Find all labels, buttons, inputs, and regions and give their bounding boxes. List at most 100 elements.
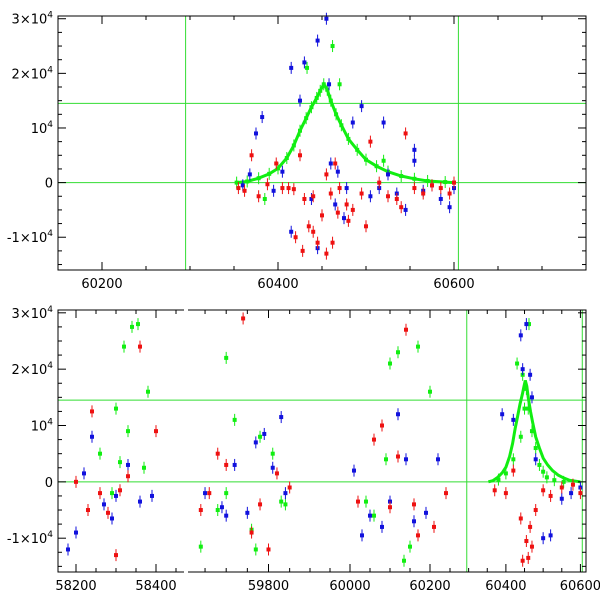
data-point-blue [102, 502, 106, 507]
data-point-blue [386, 172, 390, 177]
data-point-red [330, 240, 335, 245]
data-point-blue [66, 547, 70, 552]
data-point-red [236, 186, 241, 191]
data-point-blue [247, 172, 252, 177]
axis-break-bottom [184, 571, 188, 574]
data-point-green [198, 544, 203, 549]
model-curve [488, 380, 581, 484]
data-point-blue [569, 491, 574, 496]
data-point-blue [412, 519, 416, 524]
data-point-blue [412, 147, 417, 152]
data-point-blue [271, 188, 276, 193]
data-point-red [559, 485, 564, 490]
data-point-green [224, 355, 229, 360]
data-point-red [492, 488, 497, 493]
data-point-blue [342, 216, 346, 221]
data-point-blue [359, 104, 364, 109]
data-point-blue [279, 415, 284, 420]
data-point-red [114, 553, 118, 558]
data-point-red [503, 491, 508, 496]
data-point-blue [528, 372, 533, 377]
bottom-panel: -1×104 0 104 2×104 3×104 58200 58400 59800 60000… [7, 305, 600, 594]
y-tick-label: 0 [45, 177, 53, 192]
data-point-blue [283, 491, 288, 496]
data-point-red [242, 188, 247, 193]
data-point-blue [114, 493, 118, 498]
data-point-blue [110, 516, 114, 521]
data-point-red [324, 251, 329, 256]
data-point-green [503, 471, 508, 476]
data-point-red [249, 153, 254, 158]
data-point-blue [412, 158, 417, 163]
data-point-green [399, 174, 404, 179]
data-point-green [522, 406, 527, 411]
data-point-red [241, 316, 246, 321]
y-tick-label: 104 [31, 120, 54, 137]
data-point-green [314, 95, 319, 100]
data-point-red [444, 491, 448, 496]
y-tick-label: 2×104 [12, 65, 54, 82]
data-point-red [328, 191, 333, 196]
data-point-green [270, 451, 275, 456]
data-point-green [541, 469, 546, 474]
data-point-red [249, 530, 254, 535]
data-point-blue [559, 496, 564, 501]
x-tick-label: 59800 [248, 579, 289, 594]
data-point-green [321, 82, 326, 87]
data-point-blue [309, 196, 314, 201]
data-point-red [258, 502, 263, 507]
data-point-red [106, 510, 110, 515]
data-point-blue [90, 434, 94, 439]
data-point-blue [350, 120, 355, 125]
data-point-blue [335, 169, 340, 174]
data-point-red [520, 558, 525, 563]
data-point-red [524, 539, 529, 544]
data-point-red [118, 488, 122, 493]
data-point-red [529, 544, 534, 549]
data-point-red [215, 451, 220, 456]
data-point-red [394, 196, 399, 201]
data-point-green [232, 417, 237, 422]
data-point-red [526, 555, 531, 560]
data-point-blue [344, 186, 349, 191]
data-point-green [130, 324, 134, 329]
data-point-red [280, 186, 285, 191]
data-point-red [430, 183, 434, 188]
data-point-blue [436, 457, 440, 462]
data-point-green [346, 136, 351, 141]
data-point-red [337, 186, 342, 191]
data-point-green [428, 389, 432, 394]
data-point-blue [524, 322, 529, 327]
data-point-blue [219, 505, 224, 510]
data-point-green [98, 451, 102, 456]
data-point-green [443, 180, 448, 185]
data-point-red [432, 524, 436, 529]
data-point-green [330, 44, 335, 49]
data-point-blue [302, 60, 307, 65]
data-point-red [306, 224, 311, 229]
data-point-red [287, 485, 292, 490]
data-point-red [578, 491, 583, 496]
x-tick-label: 60200 [81, 277, 122, 292]
data-point-green [552, 478, 557, 483]
data-point-green [396, 350, 400, 355]
data-point-red [452, 180, 456, 185]
data-point-green [276, 166, 280, 171]
x-tick-label: 60200 [409, 579, 450, 594]
data-point-blue [74, 530, 78, 535]
data-point-green [425, 178, 430, 183]
data-point-green [408, 544, 412, 549]
data-point-red [388, 505, 392, 510]
data-point-red [266, 547, 271, 552]
data-point-red [438, 186, 443, 191]
data-point-blue [203, 491, 208, 496]
data-point-green [374, 164, 379, 169]
data-point-blue [533, 457, 538, 462]
data-point-blue [328, 161, 333, 166]
data-point-red [300, 248, 305, 253]
data-point-blue [280, 169, 285, 174]
data-point-green [355, 147, 360, 152]
data-point-red [359, 191, 364, 196]
data-point-blue [500, 412, 505, 417]
y-tick-label: 104 [31, 418, 54, 435]
